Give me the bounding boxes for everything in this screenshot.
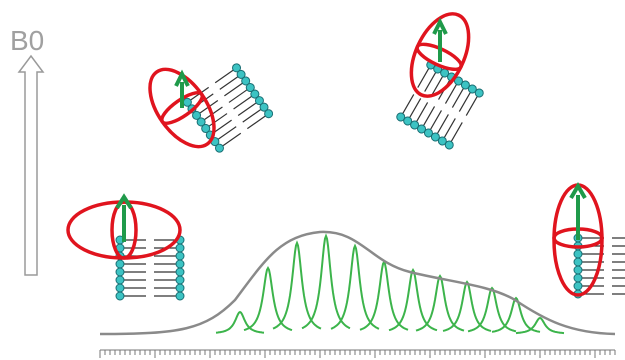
component-line <box>272 240 322 330</box>
component-line <box>415 274 465 332</box>
green-arrow <box>432 17 448 62</box>
field-label: B0 <box>10 25 44 56</box>
green-arrow <box>174 69 190 108</box>
component-line <box>388 268 438 332</box>
component-line <box>215 310 265 334</box>
bilayer <box>115 235 185 301</box>
spectrum <box>215 233 565 335</box>
envelope <box>99 230 616 336</box>
field-arrow <box>17 54 45 276</box>
component-line <box>442 280 492 332</box>
ruler <box>99 349 616 358</box>
orientation <box>66 200 182 260</box>
bilayer <box>394 58 486 152</box>
component-line <box>491 296 541 333</box>
component-line <box>467 286 517 333</box>
green-arrow <box>569 182 587 240</box>
orientation <box>409 12 471 98</box>
orientation <box>148 67 216 149</box>
component-line <box>330 243 380 330</box>
component-line <box>301 233 351 330</box>
component-line <box>515 316 565 335</box>
component-line <box>243 265 293 332</box>
green-arrow <box>115 193 133 242</box>
